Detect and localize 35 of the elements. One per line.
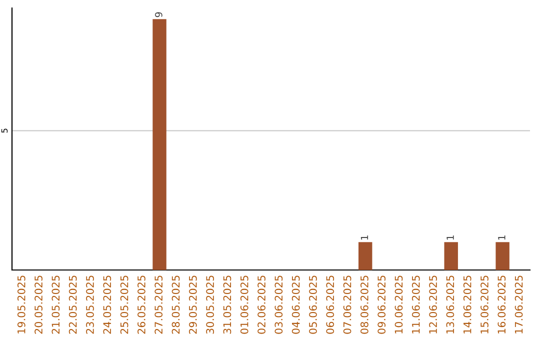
x-tick-label: 10.06.2025 bbox=[394, 276, 403, 334]
x-tick-label: 27.05.2025 bbox=[154, 276, 163, 334]
data-label: 1 bbox=[360, 235, 368, 240]
x-tick-label: 07.06.2025 bbox=[343, 276, 352, 334]
x-tick-label: 31.05.2025 bbox=[223, 276, 232, 334]
x-tick-label: 13.06.2025 bbox=[446, 276, 454, 334]
x-tick-label: 29.05.2025 bbox=[188, 276, 197, 334]
x-tick-label: 15.06.2025 bbox=[480, 276, 488, 334]
x-tick-label: 22.05.2025 bbox=[68, 276, 77, 334]
x-tick-label: 04.06.2025 bbox=[292, 276, 300, 334]
x-tick-label: 11.06.2025 bbox=[412, 276, 420, 334]
x-tick-label: 24.05.2025 bbox=[103, 276, 112, 334]
x-tick-label: 25.05.2025 bbox=[120, 276, 128, 334]
y-tick-label: 5 bbox=[1, 128, 8, 133]
x-tick-label: 21.05.2025 bbox=[52, 276, 60, 334]
data-label: 1 bbox=[498, 235, 506, 240]
x-tick-label: 08.06.2025 bbox=[360, 276, 368, 334]
x-tick-label: 06.06.2025 bbox=[326, 276, 334, 334]
x-tick-label: 02.06.2025 bbox=[258, 276, 266, 334]
x-tick-label: 20.05.2025 bbox=[34, 276, 42, 334]
x-tick-label: 16.06.2025 bbox=[498, 276, 506, 334]
x-tick-label: 26.05.2025 bbox=[138, 276, 146, 334]
x-tick-label: 23.05.2025 bbox=[86, 276, 94, 334]
x-tick-label: 05.06.2025 bbox=[309, 276, 317, 334]
data-label: 1 bbox=[446, 235, 454, 240]
x-tick-label: 12.06.2025 bbox=[429, 276, 437, 334]
x-tick-label: 19.05.2025 bbox=[17, 276, 26, 334]
x-tick-label: 03.06.2025 bbox=[274, 276, 283, 334]
x-tick-label: 17.06.2025 bbox=[514, 276, 523, 334]
x-tick-label: 01.06.2025 bbox=[240, 276, 248, 334]
x-tick-label: 14.06.2025 bbox=[463, 276, 472, 334]
data-label: 9 bbox=[154, 12, 162, 18]
x-tick-label: 09.06.2025 bbox=[378, 276, 386, 334]
x-tick-label: 30.05.2025 bbox=[206, 276, 214, 334]
x-tick-label: 28.05.2025 bbox=[172, 276, 180, 334]
